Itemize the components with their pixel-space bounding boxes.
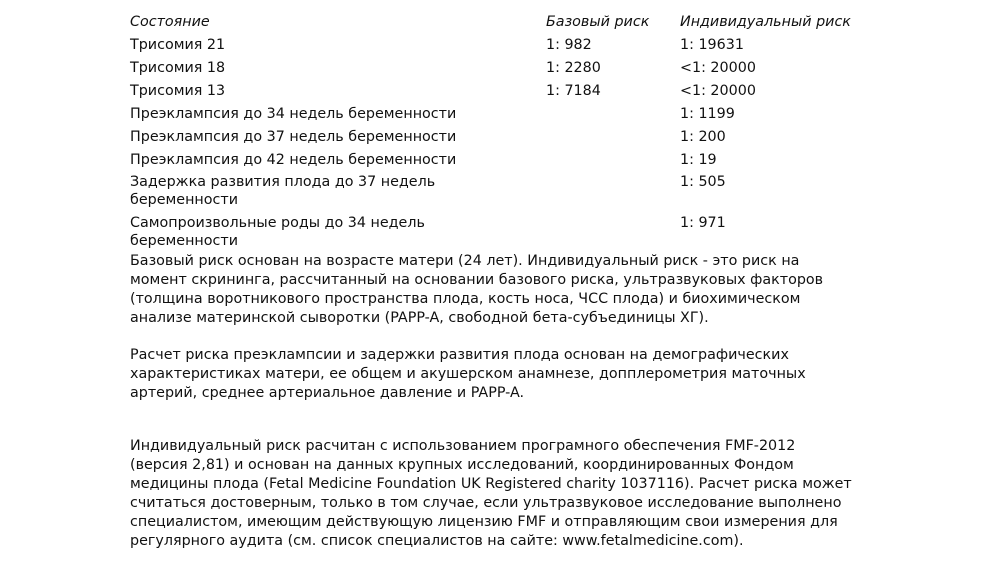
paragraph-preeclampsia: Расчет риска преэклампсии и задержки раз… — [130, 346, 806, 403]
paragraph-line: Расчет риска преэклампсии и задержки раз… — [130, 347, 789, 363]
paragraph-line: считаться достоверным, только в том случ… — [130, 495, 842, 511]
paragraph-line: момент скрининга, рассчитанный на основа… — [130, 272, 824, 288]
individual-risk-cell: <1: 20000 — [680, 83, 756, 99]
paragraph-line: анализе материнской сыворотки (PAPP-A, с… — [130, 310, 709, 326]
paragraph-line: регулярного аудита (см. список специалис… — [130, 533, 744, 549]
condition-cell: Трисомия 18 — [130, 60, 226, 76]
condition-cell: Самопроизвольные роды до 34 недель берем… — [130, 215, 425, 249]
paragraph-line: характеристиках матери, ее общем и акуше… — [130, 366, 806, 382]
header-base-risk: Базовый риск — [546, 14, 650, 30]
base-risk-cell: 1: 7184 — [546, 83, 601, 99]
base-risk-cell: 1: 2280 — [546, 60, 601, 76]
header-condition: Состояние — [130, 14, 210, 30]
paragraph-line: медицины плода (Fetal Medicine Foundatio… — [130, 476, 852, 492]
base-risk-cell: 1: 982 — [546, 37, 592, 53]
individual-risk-cell: 1: 19 — [680, 152, 717, 168]
paragraph-base-risk: Базовый риск основан на возрасте матери … — [130, 252, 823, 328]
condition-cell: Трисомия 21 — [130, 37, 226, 53]
condition-cell: Преэклампсия до 42 недель беременности — [130, 152, 457, 168]
paragraph-line: Индивидуальный риск расчитан с использов… — [130, 438, 796, 454]
paragraph-software: Индивидуальный риск расчитан с использов… — [130, 437, 852, 551]
individual-risk-cell: 1: 200 — [680, 129, 726, 145]
condition-cell: Преэклампсия до 34 недель беременности — [130, 106, 457, 122]
paragraph-line: (версия 2,81) и основан на данных крупны… — [130, 457, 794, 473]
paragraph-line: специалистом, имеющим действующую лиценз… — [130, 514, 838, 530]
individual-risk-cell: 1: 505 — [680, 174, 726, 190]
individual-risk-cell: 1: 19631 — [680, 37, 744, 53]
paragraph-line: артерий, среднее артериальное давление и… — [130, 385, 525, 401]
individual-risk-cell: 1: 1199 — [680, 106, 735, 122]
condition-cell: Задержка развития плода до 37 недель бер… — [130, 174, 436, 208]
individual-risk-cell: <1: 20000 — [680, 60, 756, 76]
condition-cell: Преэклампсия до 37 недель беременности — [130, 129, 457, 145]
paragraph-line: (толщина воротникового пространства плод… — [130, 291, 801, 307]
individual-risk-cell: 1: 971 — [680, 215, 726, 231]
paragraph-line: Базовый риск основан на возрасте матери … — [130, 253, 800, 269]
condition-cell: Трисомия 13 — [130, 83, 226, 99]
header-individual-risk: Индивидуальный риск — [680, 14, 851, 30]
